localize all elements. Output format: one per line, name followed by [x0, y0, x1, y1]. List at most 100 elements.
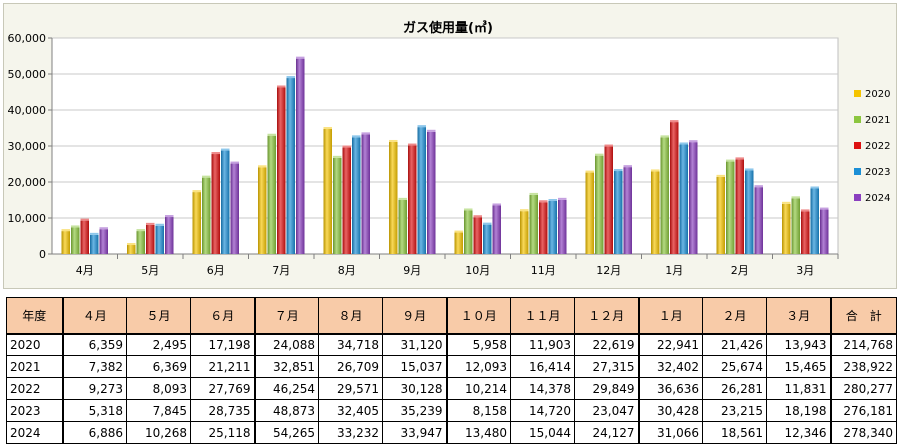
bar-cap — [801, 209, 810, 212]
bar-cap — [352, 135, 361, 138]
bar-cap — [754, 185, 763, 188]
bar-2022-3月 — [801, 211, 810, 254]
bar-cap — [80, 218, 89, 221]
bar-cap — [604, 144, 613, 147]
row-total-cell: 278,340 — [829, 421, 897, 444]
bar-2024-2月 — [754, 187, 763, 254]
table-row: 2020 6,359 2,495 17,198 24,088 34,718 31,120 5,… — [6, 333, 897, 356]
bar-2024-4月 — [99, 229, 108, 254]
table-cell: 15,465 — [766, 355, 831, 378]
legend-label-2022: 2022 — [865, 141, 890, 152]
bar-2020-1月 — [651, 171, 660, 254]
bar-2022-6月 — [211, 154, 220, 254]
row-total-cell: 276,181 — [829, 399, 897, 422]
bar-cap — [202, 175, 211, 178]
table-cell: 15,037 — [382, 355, 447, 378]
bar-2021-12月 — [595, 155, 604, 254]
bar-2021-2月 — [726, 161, 735, 254]
bar-2024-1月 — [689, 142, 698, 254]
bar-2023-5月 — [155, 225, 164, 254]
bar-2021-10月 — [464, 210, 473, 254]
table-cell: 31,120 — [382, 333, 447, 356]
bar-2023-12月 — [614, 171, 623, 254]
row-total-cell: 214,768 — [829, 333, 897, 356]
y-tick-label: 50,000 — [8, 68, 47, 81]
bar-cap — [342, 145, 351, 148]
table-cell: 5,958 — [445, 333, 511, 356]
y-tick-label: 30,000 — [8, 140, 47, 153]
x-tick-label: 3月 — [796, 264, 814, 277]
bar-2022-2月 — [735, 159, 744, 254]
bar-2020-3月 — [782, 203, 791, 254]
bar-2023-10月 — [483, 224, 492, 254]
table-cell: 34,718 — [318, 333, 383, 356]
bar-cap — [230, 161, 239, 164]
legend-swatch-2022 — [854, 142, 861, 149]
data-table: 年度 ４月 ５月 ６月 ７月 ８月 ９月 １０月 １１月 １２月 １月 ２月 ３月合 計 2020 6,3… — [6, 297, 897, 444]
bar-cap — [520, 209, 529, 212]
row-year-cell: 2023 — [6, 399, 63, 422]
bar-cap — [483, 222, 492, 225]
bar-2020-12月 — [585, 172, 594, 254]
bar-2021-9月 — [398, 199, 407, 254]
table-row: 2021 7,382 6,369 21,211 32,851 26,709 15,037 12… — [6, 355, 897, 378]
bar-cap — [99, 227, 108, 230]
table-cell: 7,845 — [126, 399, 191, 422]
bar-2020-2月 — [716, 176, 725, 254]
table-cell: 33,947 — [382, 421, 447, 444]
bar-cap — [398, 197, 407, 200]
bar-cap — [529, 192, 538, 195]
y-tick-label: 10,000 — [8, 212, 47, 225]
bar-cap — [61, 229, 70, 232]
table-cell: 18,198 — [766, 399, 831, 422]
table-cell: 11,903 — [510, 333, 575, 356]
bar-cap — [651, 169, 660, 172]
x-tick-label: 7月 — [272, 264, 290, 277]
x-tick-label: 8月 — [338, 264, 356, 277]
y-tick-label: 20,000 — [8, 176, 47, 189]
bar-2022-1月 — [670, 122, 679, 254]
table-cell: 9,273 — [61, 377, 127, 400]
table-cell: 6,369 — [126, 355, 191, 378]
table-cell: 36,636 — [637, 377, 703, 400]
x-tick-label: 11月 — [531, 264, 556, 277]
bar-2023-2月 — [745, 170, 754, 254]
table-cell: 29,849 — [574, 377, 639, 400]
x-tick-label: 6月 — [207, 264, 225, 277]
bar-2023-4月 — [90, 234, 99, 254]
bar-2023-6月 — [221, 150, 230, 254]
table-cell: 13,943 — [766, 333, 831, 356]
bar-cap — [595, 153, 604, 156]
x-tick-label: 12月 — [596, 264, 621, 277]
column-header: １２月 — [574, 297, 639, 335]
table-cell: 7,382 — [61, 355, 127, 378]
y-tick-label: 0 — [39, 248, 46, 261]
bar-cap — [211, 152, 220, 155]
x-tick-label: 9月 — [403, 264, 421, 277]
table-cell: 5,318 — [61, 399, 127, 422]
bar-cap — [473, 215, 482, 218]
table-cell: 13,480 — [445, 421, 511, 444]
bar-cap — [286, 76, 295, 79]
bar-cap — [548, 199, 557, 202]
column-header: １月 — [637, 297, 703, 335]
table-cell: 10,268 — [126, 421, 191, 444]
bar-cap — [464, 208, 473, 211]
y-tick-label: 40,000 — [8, 104, 47, 117]
bar-cap — [492, 203, 501, 206]
bar-2020-8月 — [323, 129, 332, 254]
bar-2020-7月 — [258, 167, 267, 254]
bar-2022-12月 — [604, 146, 613, 254]
bar-cap — [136, 229, 145, 232]
column-header: １１月 — [510, 297, 575, 335]
table-cell: 21,426 — [702, 333, 767, 356]
bar-cap — [689, 140, 698, 143]
bar-2020-5月 — [127, 245, 136, 254]
bar-2024-3月 — [820, 209, 829, 254]
table-cell: 11,831 — [766, 377, 831, 400]
table-cell: 14,720 — [510, 399, 575, 422]
table-header-row: 年度 ４月 ５月 ６月 ７月 ８月 ９月 １０月 １１月 １２月 １月 ２月 ３月合 計 — [6, 297, 897, 335]
bar-cap — [660, 135, 669, 138]
table-cell: 16,414 — [510, 355, 575, 378]
bar-2020-9月 — [389, 141, 398, 254]
